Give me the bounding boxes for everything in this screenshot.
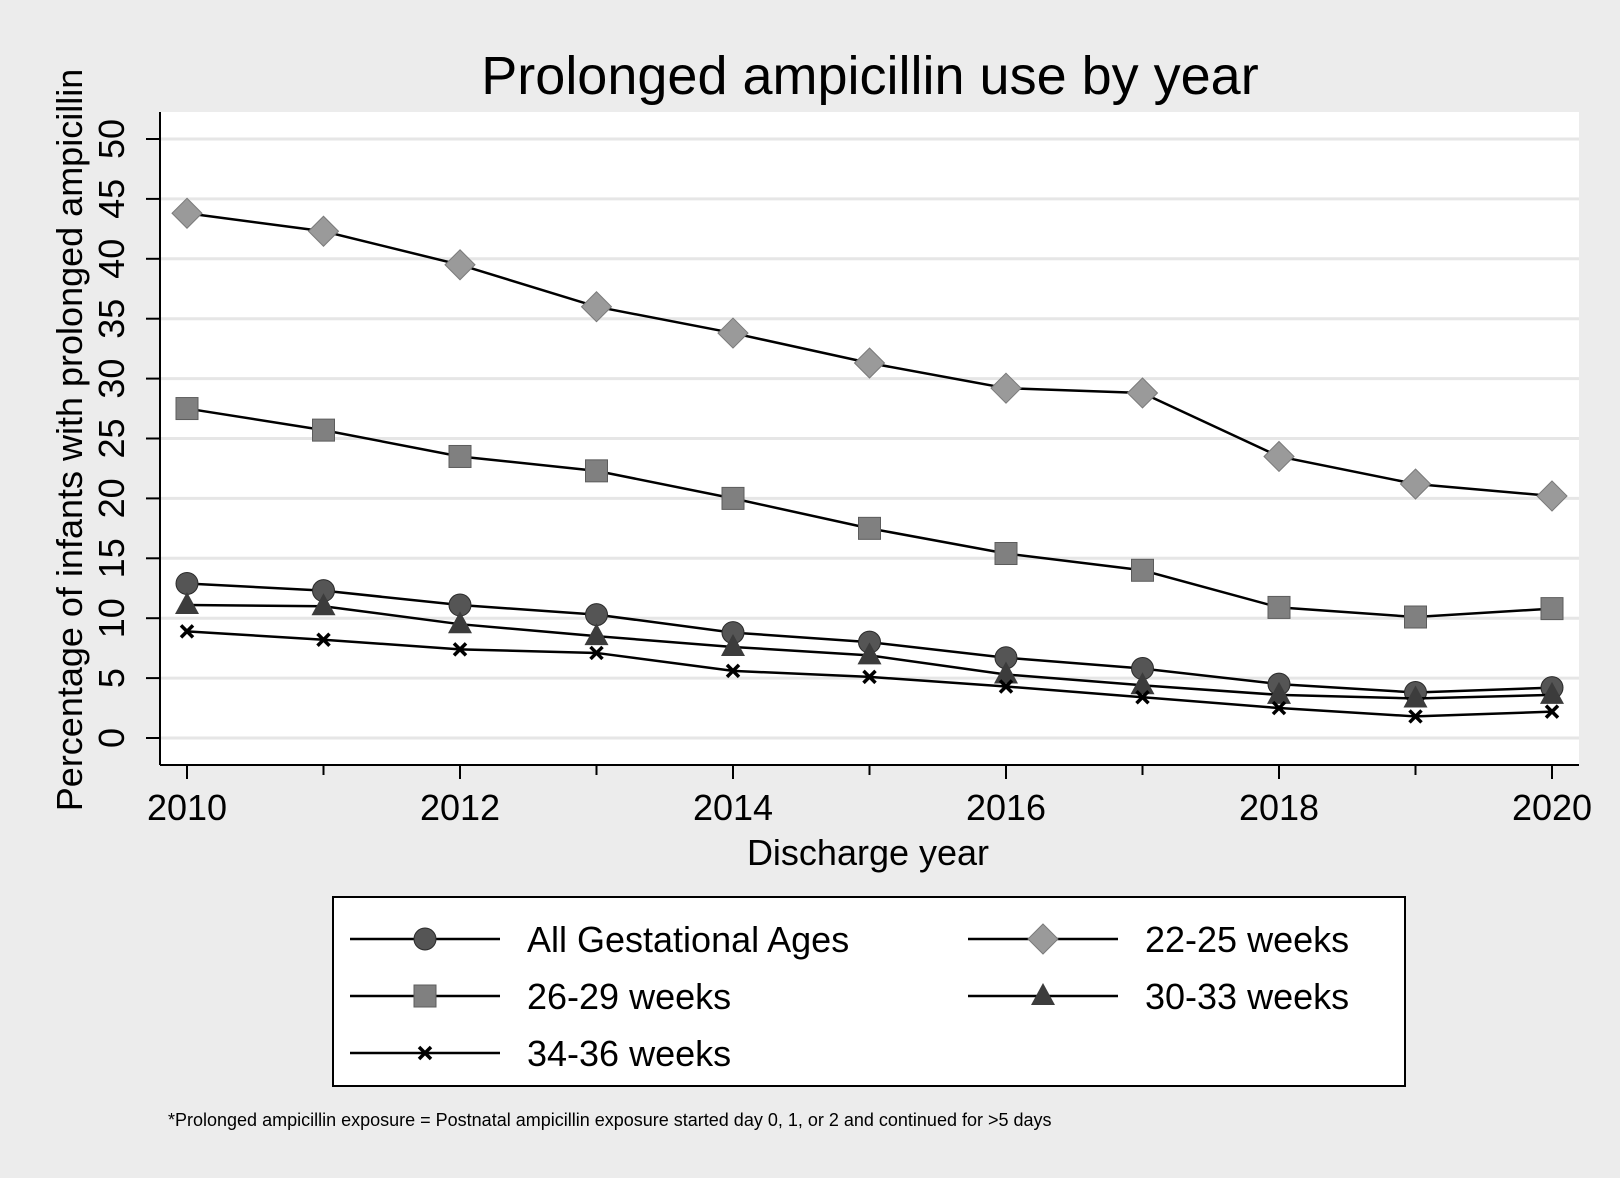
legend-label: 26-29 weeks: [527, 976, 731, 1017]
y-tick-label: 50: [91, 119, 132, 159]
y-tick-label: 0: [91, 728, 132, 748]
legend-label: 30-33 weeks: [1145, 976, 1349, 1017]
data-point-diamond: [990, 372, 1022, 404]
data-point-square: [585, 459, 608, 483]
data-point-diamond: [1399, 468, 1432, 500]
data-point-x: [179, 624, 195, 639]
legend-marker-square: [413, 984, 437, 1008]
data-point-diamond: [444, 249, 476, 281]
data-point-x: [1271, 700, 1287, 716]
data-point-triangle: [1403, 685, 1428, 708]
series-x: [179, 624, 1560, 724]
data-point-triangle: [857, 642, 882, 665]
data-point-x: [452, 642, 468, 657]
x-tick-label: 2014: [693, 787, 773, 828]
data-point-square: [1131, 558, 1154, 582]
legend-item: 26-29 weeks: [350, 976, 731, 1017]
series-square: [175, 397, 1564, 629]
data-point-square: [1540, 597, 1564, 621]
data-point-diamond: [307, 215, 340, 247]
data-point-x: [589, 645, 604, 661]
legend-label: 22-25 weeks: [1145, 919, 1349, 960]
x-axis-ticks: 2010 2012 2014 2016 2018 2020: [147, 765, 1592, 828]
x-tick-label: 2010: [147, 787, 227, 828]
y-axis-label: Percentage of infants with prolonged amp…: [49, 69, 90, 811]
series-layer: [171, 197, 1568, 724]
data-point-diamond: [1536, 480, 1568, 512]
y-tick-label: 10: [91, 598, 132, 638]
data-point-triangle: [175, 592, 199, 615]
data-point-diamond: [1126, 377, 1159, 409]
legend-label: All Gestational Ages: [527, 919, 849, 960]
data-point-square: [858, 516, 881, 540]
data-point-square: [1267, 595, 1291, 619]
data-point-triangle: [1267, 681, 1291, 704]
data-point-triangle: [311, 593, 336, 616]
x-tick-label: 2012: [420, 787, 500, 828]
legend-marker-x: [417, 1045, 433, 1061]
data-point-square: [312, 418, 335, 442]
legend-item: All Gestational Ages: [350, 919, 849, 960]
data-point-triangle: [1540, 681, 1564, 704]
data-point-triangle: [721, 633, 745, 656]
y-tick-label: 35: [91, 299, 132, 339]
data-point-square: [721, 486, 745, 510]
chart-title: Prolonged ampicillin use by year: [481, 46, 1258, 106]
series-triangle: [175, 592, 1564, 708]
y-tick-label: 45: [91, 179, 132, 219]
legend-marker-circle: [413, 927, 437, 951]
data-point-square: [1404, 605, 1427, 629]
data-point-square: [994, 542, 1018, 566]
footnote: *Prolonged ampicillin exposure = Postnat…: [168, 1110, 1052, 1130]
y-tick-label: 30: [91, 359, 132, 399]
legend-item: 30-33 weeks: [968, 976, 1349, 1017]
data-point-triangle: [1130, 672, 1155, 695]
data-point-triangle: [994, 661, 1018, 684]
data-point-diamond: [580, 291, 613, 323]
y-tick-label: 40: [91, 239, 132, 279]
y-tick-label: 15: [91, 538, 132, 578]
legend-item: 22-25 weeks: [968, 919, 1349, 960]
data-point-square: [448, 444, 472, 468]
data-point-circle: [585, 603, 608, 627]
y-tick-label: 20: [91, 478, 132, 518]
data-point-x: [862, 669, 877, 685]
x-tick-label: 2018: [1239, 787, 1319, 828]
data-point-diamond: [1263, 440, 1295, 473]
legend-box: [332, 896, 1406, 1087]
x-axis-label: Discharge year: [747, 832, 989, 873]
data-point-triangle: [584, 623, 609, 646]
legend-item: 34-36 weeks: [350, 1033, 731, 1074]
data-point-diamond: [171, 197, 203, 229]
x-tick-label: 2020: [1512, 787, 1592, 828]
data-point-circle: [175, 571, 199, 595]
data-point-x: [725, 663, 741, 679]
legend-marker-diamond: [1027, 923, 1059, 955]
data-point-x: [1544, 704, 1560, 719]
data-point-x: [1135, 690, 1150, 705]
y-axis-ticks: 0 5 10 15 20 25 30 35 40 45 50: [91, 119, 160, 748]
x-tick-label: 2016: [966, 787, 1046, 828]
data-point-x: [1408, 709, 1423, 724]
data-point-x: [316, 632, 331, 648]
data-point-diamond: [717, 317, 749, 349]
legend-label: 34-36 weeks: [527, 1033, 731, 1074]
series-diamond: [171, 197, 1568, 512]
data-point-triangle: [448, 611, 472, 634]
y-tick-label: 5: [91, 668, 132, 688]
legend: All Gestational Ages 22-25 weeks 26-29 wee…: [350, 919, 1349, 1074]
data-point-x: [998, 679, 1014, 694]
y-tick-label: 25: [91, 418, 132, 458]
data-point-diamond: [853, 347, 886, 379]
legend-marker-triangle: [1031, 983, 1055, 1005]
data-point-square: [175, 397, 199, 421]
